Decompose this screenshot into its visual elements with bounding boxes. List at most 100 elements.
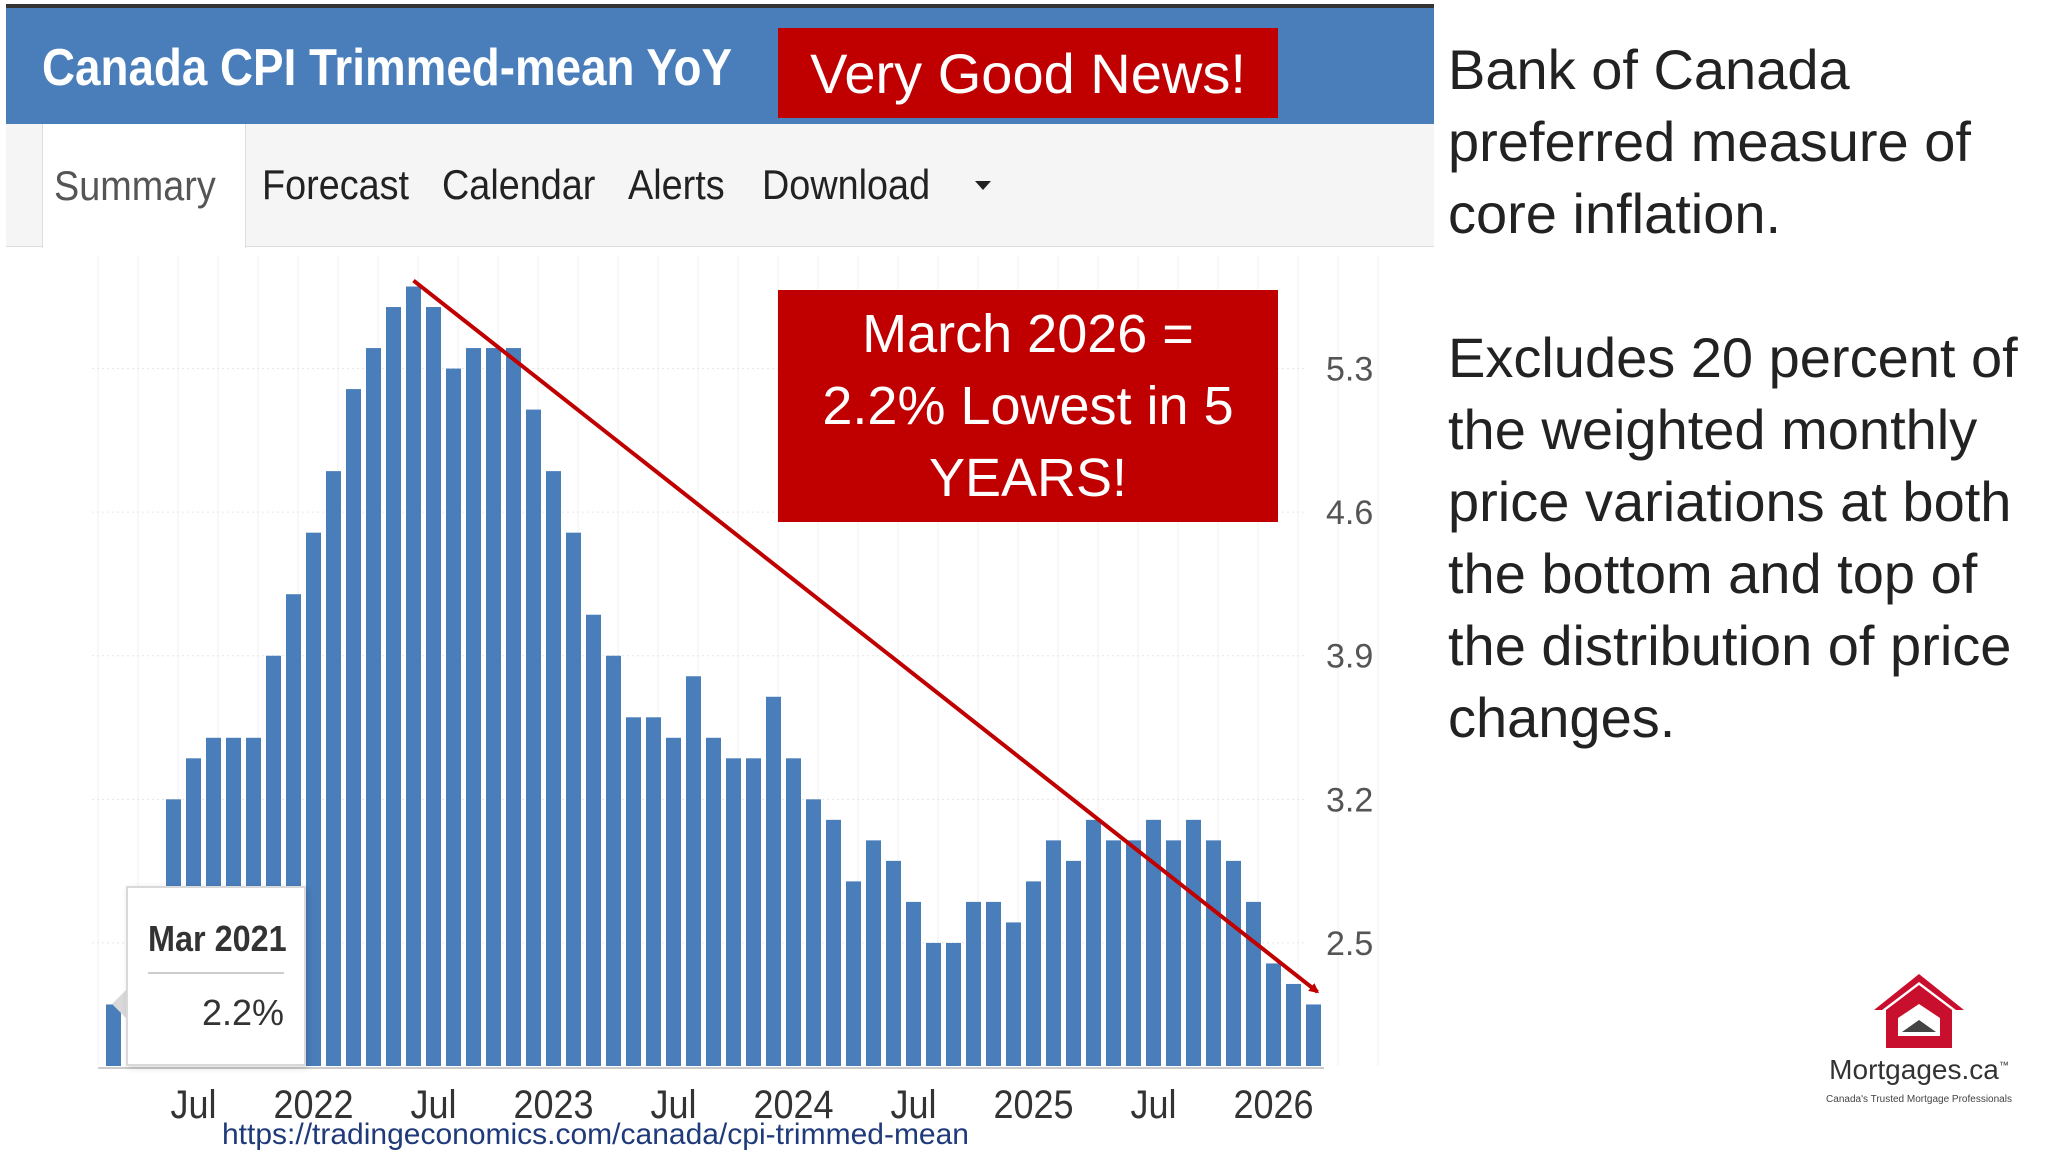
logo-tm: ™ xyxy=(1998,1060,2009,1072)
x-tick-label: Jul xyxy=(890,1083,936,1127)
y-tick-label: 5.3 xyxy=(1326,351,1373,389)
bar[interactable] xyxy=(846,881,861,1066)
bar[interactable] xyxy=(1066,860,1081,1066)
bar[interactable] xyxy=(1186,819,1201,1066)
bar[interactable] xyxy=(486,348,501,1066)
bar[interactable] xyxy=(386,307,401,1066)
chart-area: 2.5 3.2 3.9 4.6 5.3 Jul 2022 Jul 2023 Jul 2024 Jul 2… xyxy=(6,246,1434,1152)
tab-calendar[interactable]: Calendar xyxy=(442,124,612,246)
bar-chart: 2.5 3.2 3.9 4.6 5.3 Jul 2022 Jul 2023 Jul 2024 Jul 2… xyxy=(92,256,1379,1127)
bar[interactable] xyxy=(306,532,321,1066)
x-tick-label: Jul xyxy=(410,1083,456,1127)
callout-line-3: YEARS! xyxy=(928,448,1128,508)
y-tick-label: 2.5 xyxy=(1326,925,1373,963)
bar[interactable] xyxy=(666,737,681,1066)
bar[interactable] xyxy=(1286,983,1301,1066)
bar[interactable] xyxy=(326,471,341,1067)
bar[interactable] xyxy=(766,696,781,1066)
y-tick-label: 4.6 xyxy=(1326,494,1373,532)
bar[interactable] xyxy=(1086,819,1101,1066)
bar[interactable] xyxy=(626,717,641,1066)
bar[interactable] xyxy=(1206,840,1221,1066)
chart-title: Canada CPI Trimmed-mean YoY xyxy=(42,39,733,97)
bar[interactable] xyxy=(1246,901,1261,1066)
callout-line-2: 2.2% Lowest in 5 xyxy=(822,376,1234,436)
bar[interactable] xyxy=(726,758,741,1066)
y-tick-label: 3.2 xyxy=(1326,781,1373,819)
bar[interactable] xyxy=(966,901,981,1066)
logo-name-text: Mortgages.ca xyxy=(1829,1054,1999,1085)
bar[interactable] xyxy=(706,737,721,1066)
tab-summary-label: Summary xyxy=(54,162,216,209)
bar[interactable] xyxy=(746,758,761,1066)
bar[interactable] xyxy=(886,860,901,1066)
tooltip-divider xyxy=(148,972,284,974)
bar[interactable] xyxy=(906,901,921,1066)
bar[interactable] xyxy=(1126,840,1141,1066)
top-border xyxy=(6,4,1434,8)
chart-header: Canada CPI Trimmed-mean YoY Very Good Ne… xyxy=(6,8,1434,124)
y-tick-label: 3.9 xyxy=(1326,638,1373,676)
bar[interactable] xyxy=(946,942,961,1066)
lowest-callout: March 2026 = 2.2% Lowest in 5 YEARS! xyxy=(778,290,1278,522)
trend-arrow xyxy=(412,278,1320,994)
x-tick-label: Jul xyxy=(650,1083,696,1127)
bar[interactable] xyxy=(1306,1004,1321,1066)
x-tick-label: Jul xyxy=(170,1083,216,1127)
bar[interactable] xyxy=(686,676,701,1066)
x-tick-label: 2023 xyxy=(513,1083,593,1127)
bar[interactable] xyxy=(406,286,421,1066)
tab-alerts[interactable]: Alerts xyxy=(628,124,735,246)
bar[interactable] xyxy=(346,389,361,1066)
bar[interactable] xyxy=(806,799,821,1066)
bar[interactable] xyxy=(606,655,621,1066)
house-logo-icon xyxy=(1874,974,1964,1048)
bar[interactable] xyxy=(1006,922,1021,1066)
bar[interactable] xyxy=(1106,840,1121,1066)
bar[interactable] xyxy=(1266,963,1281,1066)
description-para-2: Excludes 20 percent of the weighted mont… xyxy=(1448,326,2018,749)
bar[interactable] xyxy=(866,840,881,1066)
tooltip-pointer xyxy=(112,988,128,1020)
bar[interactable] xyxy=(566,532,581,1066)
tooltip-date: Mar 2021 xyxy=(148,918,287,959)
bar[interactable] xyxy=(426,307,441,1066)
bar[interactable] xyxy=(366,348,381,1066)
bar[interactable] xyxy=(1146,819,1161,1066)
tab-calendar-label: Calendar xyxy=(442,161,596,208)
bar[interactable] xyxy=(786,758,801,1066)
data-tooltip: Mar 2021 2.2% xyxy=(126,886,306,1066)
bar[interactable] xyxy=(526,409,541,1066)
bar[interactable] xyxy=(1166,840,1181,1066)
tab-forecast[interactable]: Forecast xyxy=(262,124,425,246)
x-tick-label: 2022 xyxy=(273,1083,353,1127)
source-link[interactable]: https://tradingeconomics.com/canada/cpi-… xyxy=(222,1118,969,1151)
x-tick-label: 2026 xyxy=(1233,1083,1313,1127)
chevron-down-icon xyxy=(974,180,991,190)
bar[interactable] xyxy=(1046,840,1061,1066)
logo-tagline: Canada's Trusted Mortgage Professionals xyxy=(1826,1094,2012,1105)
bar[interactable] xyxy=(646,717,661,1066)
bar[interactable] xyxy=(466,348,481,1066)
tab-download-label: Download xyxy=(762,161,931,208)
tooltip-value: 2.2% xyxy=(201,992,284,1033)
tab-forecast-label: Forecast xyxy=(262,161,410,208)
bar[interactable] xyxy=(986,901,1001,1066)
logo-name: Mortgages.ca™ xyxy=(1812,1054,2026,1086)
bar[interactable] xyxy=(926,942,941,1066)
bar[interactable] xyxy=(546,471,561,1067)
x-tick-label: 2024 xyxy=(753,1083,833,1127)
bar[interactable] xyxy=(1026,881,1041,1066)
bar[interactable] xyxy=(1226,860,1241,1066)
bar[interactable] xyxy=(506,348,521,1066)
description-para-1: Bank of Canada preferred measure of core… xyxy=(1448,38,1971,245)
chart-panel: Canada CPI Trimmed-mean YoY Very Good Ne… xyxy=(6,4,1434,1152)
bar[interactable] xyxy=(826,819,841,1066)
good-news-badge: Very Good News! xyxy=(778,28,1278,118)
bar[interactable] xyxy=(446,368,461,1066)
bar[interactable] xyxy=(586,614,601,1066)
tab-alerts-label: Alerts xyxy=(628,161,725,208)
callout-line-1: March 2026 = xyxy=(862,304,1194,364)
tab-download[interactable]: Download xyxy=(762,124,991,246)
tab-summary[interactable]: Summary xyxy=(42,124,246,248)
